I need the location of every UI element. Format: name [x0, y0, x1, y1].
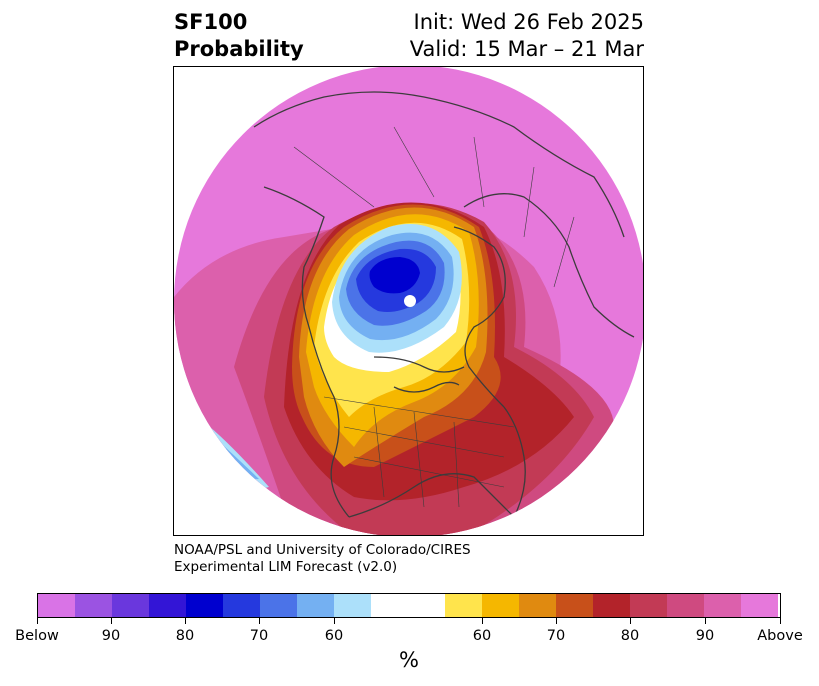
valid-range: Valid: 15 Mar – 21 Mar — [409, 37, 644, 61]
forecast-map — [173, 66, 644, 536]
colorbar-segment — [149, 594, 186, 617]
colorbar-tick-label: 70 — [546, 628, 566, 644]
colorbar-tick-label: 80 — [175, 628, 195, 644]
colorbar-tick — [705, 618, 706, 624]
colorbar-segment — [297, 594, 334, 617]
colorbar-segment — [667, 594, 704, 617]
below-60-pacific-patch — [204, 422, 269, 488]
colorbar-segment — [38, 594, 75, 617]
colorbar-tick-label: 60 — [472, 628, 492, 644]
colorbar-segment — [445, 594, 482, 617]
map-title: SF100 Probability — [174, 9, 304, 63]
credit-text: NOAA/PSL and University of Colorado/CIRE… — [174, 542, 471, 576]
colorbar-segment — [482, 594, 519, 617]
colorbar-tick — [185, 618, 186, 624]
colorbar-tick — [780, 618, 781, 624]
product-name: SF100 — [174, 10, 248, 34]
colorbar-tick — [630, 618, 631, 624]
colorbar-segment — [593, 594, 630, 617]
colorbar-segment — [75, 594, 112, 617]
colorbar-segment — [704, 594, 741, 617]
colorbar-segment — [630, 594, 667, 617]
colorbar-segment — [371, 594, 445, 617]
colorbar-segment — [112, 594, 149, 617]
pole-marker — [404, 295, 416, 307]
colorbar-tick — [556, 618, 557, 624]
colorbar-segment — [556, 594, 593, 617]
colorbar-tick-label: 70 — [249, 628, 269, 644]
probability-map-svg — [174, 67, 643, 535]
political-borders — [293, 126, 575, 508]
colorbar-tick — [482, 618, 483, 624]
colorbar-segment — [519, 594, 556, 617]
colorbar-tick-label: 90 — [695, 628, 715, 644]
coastlines — [253, 91, 635, 519]
colorbar-unit: % — [399, 648, 419, 672]
forecast-dates: Init: Wed 26 Feb 2025 Valid: 15 Mar – 21… — [410, 9, 644, 63]
colorbar-tick — [37, 618, 38, 624]
below-65-pacific-patch — [214, 437, 259, 480]
colorbar-tick-label: 60 — [324, 628, 344, 644]
probability-field — [174, 67, 643, 535]
colorbar-segment — [260, 594, 297, 617]
colorbar-tick-label: Above — [757, 628, 803, 644]
colorbar-segment — [741, 594, 778, 617]
colorbar-segment — [186, 594, 223, 617]
colorbar-tick — [111, 618, 112, 624]
credit-line-2: Experimental LIM Forecast (v2.0) — [174, 559, 398, 575]
colorbar-segment — [223, 594, 260, 617]
below-80-region — [369, 257, 420, 294]
colorbar-tick — [259, 618, 260, 624]
product-subtitle: Probability — [174, 37, 304, 61]
colorbar-tick — [334, 618, 335, 624]
init-date: Init: Wed 26 Feb 2025 — [413, 10, 644, 34]
colorbar-segment — [334, 594, 371, 617]
colorbar-tick-label: 90 — [101, 628, 121, 644]
colorbar — [37, 593, 781, 618]
colorbar-tick-label: Below — [15, 628, 59, 644]
credit-line-1: NOAA/PSL and University of Colorado/CIRE… — [174, 542, 471, 558]
colorbar-tick-label: 80 — [620, 628, 640, 644]
